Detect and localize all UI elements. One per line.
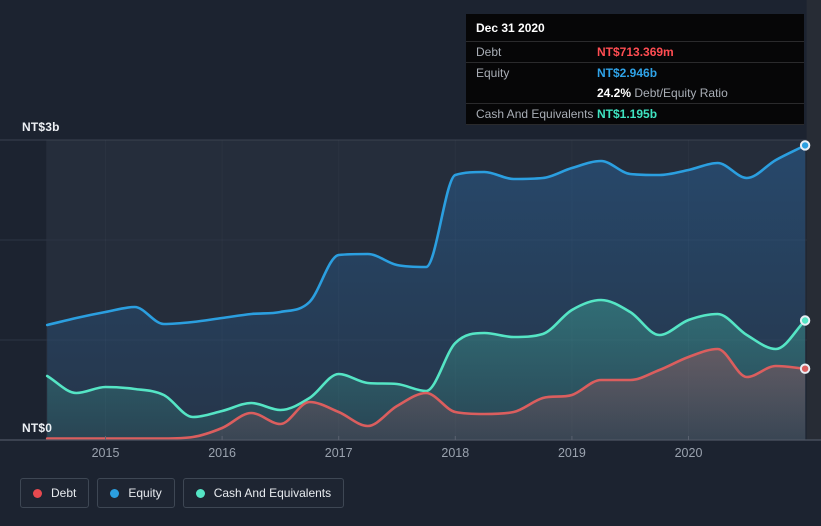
x-tick-label-2016: 2016 bbox=[208, 446, 236, 460]
equity-line bbox=[45, 144, 807, 327]
debt-series-dot-icon bbox=[33, 488, 42, 498]
legend-label-cash: Cash And Equivalents bbox=[213, 486, 332, 500]
cash-and-equivalents-line bbox=[45, 298, 807, 419]
x-tick-label-2018: 2018 bbox=[441, 446, 469, 460]
tooltip-debt-label: Debt bbox=[476, 45, 502, 59]
x-tick-label-2015: 2015 bbox=[92, 446, 120, 460]
tooltip-cash-row: Cash And Equivalents NT$1.195b bbox=[466, 104, 804, 125]
cash-and-equivalents-endpoint-marker[interactable] bbox=[799, 315, 811, 326]
tooltip-equity-row: Equity NT$2.946b bbox=[466, 63, 804, 83]
equity-endpoint-marker[interactable] bbox=[799, 140, 811, 151]
x-tick-label-2019: 2019 bbox=[558, 446, 586, 460]
legend-item-cash[interactable]: Cash And Equivalents bbox=[182, 478, 345, 508]
tooltip-cash-value: NT$1.195b bbox=[597, 107, 658, 121]
legend-label-debt: Debt bbox=[51, 486, 77, 500]
tooltip-equity-label: Equity bbox=[476, 66, 510, 80]
debt-area bbox=[47, 349, 806, 440]
equity-series-dot-icon bbox=[110, 488, 120, 498]
x-tick-label-2017: 2017 bbox=[325, 446, 353, 460]
y-axis-label-top: NT$3b bbox=[22, 120, 60, 134]
tooltip-date: Dec 31 2020 bbox=[466, 14, 804, 42]
tooltip-ratio-label: Debt/Equity Ratio bbox=[634, 86, 728, 100]
chart-tooltip: Dec 31 2020 Debt NT$713.369m Equity NT$2… bbox=[466, 14, 804, 125]
tooltip-equity-value: NT$2.946b bbox=[597, 66, 658, 80]
chart-legend: Debt Equity Cash And Equivalents bbox=[20, 478, 345, 508]
y-axis-label-bottom: NT$0 bbox=[22, 421, 53, 435]
debt-line bbox=[45, 347, 807, 440]
tooltip-cash-label: Cash And Equivalents bbox=[476, 107, 594, 121]
tooltip-ratio-row: 24.2% Debt/Equity Ratio bbox=[466, 83, 804, 104]
legend-item-debt[interactable]: Debt bbox=[20, 478, 90, 508]
cash-series-dot-icon bbox=[195, 488, 205, 498]
debt-endpoint-marker[interactable] bbox=[799, 363, 811, 374]
x-tick-label-2020: 2020 bbox=[675, 446, 703, 460]
debt-equity-cash-area-chart[interactable]: 2015 2016 2017 2018 2019 2020 bbox=[0, 0, 821, 472]
tooltip-ratio-value: 24.2% bbox=[597, 86, 632, 100]
future-band bbox=[806, 0, 821, 440]
tooltip-debt-row: Debt NT$713.369m bbox=[466, 42, 804, 63]
legend-item-equity[interactable]: Equity bbox=[97, 478, 175, 508]
legend-label-equity: Equity bbox=[128, 486, 162, 500]
tooltip-debt-value: NT$713.369m bbox=[597, 45, 674, 59]
